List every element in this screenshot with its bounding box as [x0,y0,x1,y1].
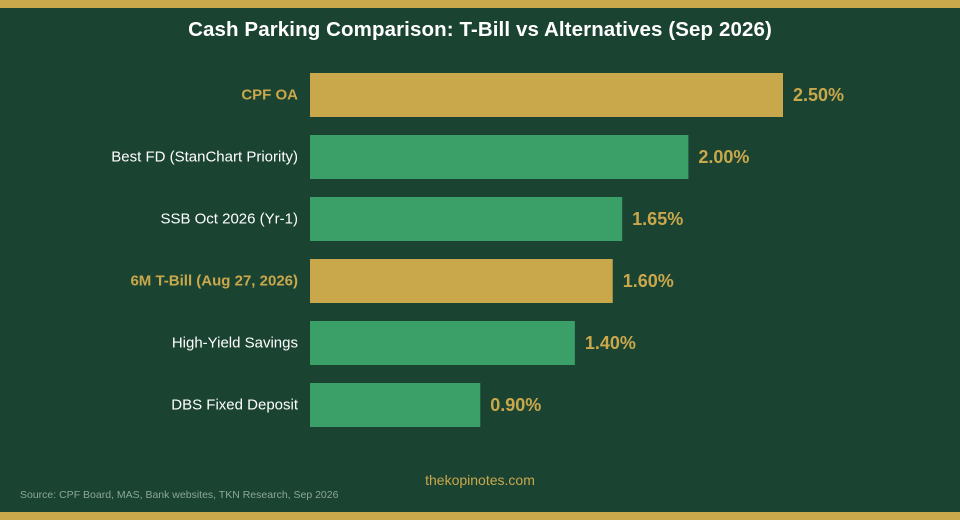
watermark: thekopinotes.com [425,472,535,488]
value-label: 1.65% [632,209,683,229]
category-label: SSB Oct 2026 (Yr-1) [160,211,298,228]
chart-title: Cash Parking Comparison: T-Bill vs Alter… [188,18,772,41]
source-note: Source: CPF Board, MAS, Bank websites, T… [20,489,339,501]
category-label: High-Yield Savings [172,335,298,352]
category-label: DBS Fixed Deposit [171,397,299,414]
category-label: Best FD (StanChart Priority) [111,149,298,166]
value-label: 2.00% [698,147,749,167]
bar-1 [310,135,689,179]
value-label: 2.50% [793,85,844,105]
bar-2 [310,197,623,241]
value-label: 1.40% [585,333,636,353]
bar-5 [310,383,481,427]
value-label: 0.90% [490,395,541,415]
value-label: 1.60% [623,271,674,291]
bottom-accent-bar [0,512,960,520]
bar-3 [310,259,613,303]
bar-4 [310,321,575,365]
category-label: 6M T-Bill (Aug 27, 2026) [130,273,298,290]
category-label: CPF OA [241,87,298,104]
top-accent-bar [0,0,960,8]
bar-0 [310,73,783,117]
